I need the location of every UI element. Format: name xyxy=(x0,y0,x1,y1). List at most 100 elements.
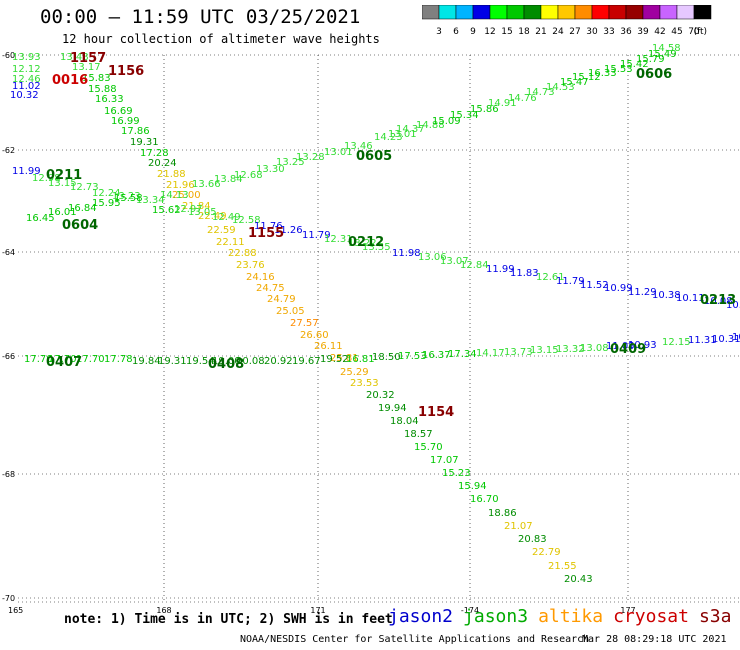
swh-value: 13.06 xyxy=(418,252,447,263)
swh-value: 21.96 xyxy=(166,180,195,191)
swh-value: 19.31 xyxy=(130,137,159,148)
swh-value: 15.86 xyxy=(470,104,499,115)
swh-value: 16.37 xyxy=(422,350,451,361)
swh-value: 21.84 xyxy=(182,201,211,212)
swh-value: 15.83 xyxy=(82,73,111,84)
swh-value: 17.07 xyxy=(430,455,459,466)
swh-value: 15.23 xyxy=(442,468,471,479)
lon-label: 177 xyxy=(620,606,635,615)
pass-time-label: 0407 xyxy=(46,355,82,370)
swh-value: 16.33 xyxy=(588,68,617,79)
swh-value: 19.94 xyxy=(378,403,407,414)
pass-time-label: 0605 xyxy=(356,149,392,164)
legend-cryosat: cryosat xyxy=(613,606,689,627)
swh-value: 20.92 xyxy=(264,356,293,367)
swh-value: 16.99 xyxy=(111,116,140,127)
swh-value: 21.88 xyxy=(157,169,186,180)
swh-value: 13.15 xyxy=(530,345,559,356)
lat-label: -68 xyxy=(2,470,15,479)
color-bin-label: 42 xyxy=(654,27,665,37)
swh-value: 13.30 xyxy=(256,164,285,175)
swh-value: 19.54 xyxy=(186,356,215,367)
swh-value: 13.93 xyxy=(12,52,41,63)
swh-value: 17.70 xyxy=(48,354,77,365)
swh-value: 14.53 xyxy=(546,82,575,93)
swh-value: 13.73 xyxy=(504,347,533,358)
pass-time-label: 0213 xyxy=(700,293,736,308)
swh-value: 16.33 xyxy=(95,94,124,105)
swh-value: 13.46 xyxy=(344,141,373,152)
swh-value: 13.32 xyxy=(556,344,585,355)
swh-value: 15.95 xyxy=(92,198,121,209)
color-bin-label: 36 xyxy=(620,27,632,37)
legend-s3a: s3a xyxy=(698,606,732,627)
swh-value: 10.08 xyxy=(704,296,733,307)
swh-value: 20.24 xyxy=(148,158,177,169)
swh-value: 23.76 xyxy=(236,260,265,271)
swh-value: 19.84 xyxy=(132,356,161,367)
swh-value: 15.62 xyxy=(152,205,181,216)
swh-value: 15.12 xyxy=(572,72,601,83)
color-bin-label: 15 xyxy=(501,27,512,37)
color-bin xyxy=(693,5,712,20)
swh-value: 11.52 xyxy=(580,280,609,291)
swh-value: 26.11 xyxy=(314,341,343,352)
swh-value: 17.70 xyxy=(76,354,105,365)
legend-jason3: jason3 xyxy=(463,606,529,627)
lat-label: -64 xyxy=(2,248,15,257)
color-bin-label: 27 xyxy=(569,27,580,37)
swh-value: 13.17 xyxy=(72,62,101,73)
swh-value: 13.15 xyxy=(48,178,77,189)
lat-label: -62 xyxy=(2,146,15,155)
swh-value: 11.83 xyxy=(510,268,539,279)
legend-altika: altika xyxy=(538,606,604,627)
swh-value: 21.55 xyxy=(548,561,577,572)
pass-time-label: 0409 xyxy=(610,342,646,357)
swh-value: 11.31 xyxy=(688,335,717,346)
swh-value: 15.09 xyxy=(432,116,461,127)
color-bin-label: 6 xyxy=(453,27,459,37)
track-0211-0605: 11.9912.9813.1512.7312.2413.2313.3414.13… xyxy=(12,43,681,206)
swh-value: 16.69 xyxy=(104,106,133,117)
swh-value: 25.29 xyxy=(340,367,369,378)
color-bin-label: 9 xyxy=(470,27,476,37)
swh-value: 26.60 xyxy=(300,330,329,341)
swh-value: 11.29 xyxy=(628,287,657,298)
swh-value: 15.58 xyxy=(114,193,143,204)
swh-value: 12.68 xyxy=(234,170,263,181)
note-text: note: 1) Time is in UTC; 2) SWH is in fe… xyxy=(64,612,393,627)
pass-time-label: 1157 xyxy=(70,51,106,66)
swh-value: 20.83 xyxy=(518,534,547,545)
swh-value: 13.66 xyxy=(192,179,221,190)
swh-value: 22.59 xyxy=(207,225,236,236)
color-bin-label: 30 xyxy=(586,27,598,37)
swh-value: 12.46 xyxy=(12,74,41,85)
swh-value: 19.52 xyxy=(320,354,349,365)
color-bin-label: 33 xyxy=(603,27,614,37)
swh-value: 13.48 xyxy=(60,52,89,63)
pass-time-label: 0212 xyxy=(348,235,384,250)
pass-time-label: 0016 xyxy=(52,73,88,88)
swh-value: 11.99 xyxy=(12,166,41,177)
swh-value: 12.97 xyxy=(174,204,203,215)
swh-value: 20.32 xyxy=(366,390,395,401)
swh-value: 14.91 xyxy=(488,98,517,109)
swh-value: 10.32 xyxy=(10,90,39,101)
color-unit-label: (ft) xyxy=(693,27,707,37)
lon-label: 171 xyxy=(310,606,325,615)
color-bin-label: 12 xyxy=(484,27,495,37)
swh-value: 15.53 xyxy=(604,64,633,75)
swh-value: 17.53 xyxy=(398,351,427,362)
swh-value: 16.01 xyxy=(48,207,77,218)
color-bin-label: 39 xyxy=(637,27,649,37)
swh-value: 10.11 xyxy=(676,293,705,304)
swh-value: 13.34 xyxy=(136,195,165,206)
swh-value: 10.99 xyxy=(604,283,633,294)
swh-value: 16.81 xyxy=(346,354,375,365)
swh-value: 25.05 xyxy=(276,306,305,317)
swh-value: 17.28 xyxy=(140,148,169,159)
swh-value: 12.98 xyxy=(32,173,61,184)
swh-value: 12.61 xyxy=(536,272,565,283)
